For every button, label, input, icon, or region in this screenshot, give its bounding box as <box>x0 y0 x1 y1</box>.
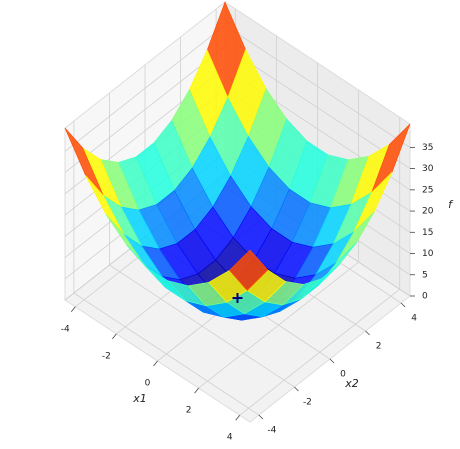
x-axis-label: x1 <box>132 392 147 405</box>
tick-mark <box>112 333 117 340</box>
tick-mark <box>235 414 241 421</box>
grid-line <box>109 264 295 388</box>
x-tick-label: 0 <box>145 379 151 389</box>
tick-mark <box>365 330 370 336</box>
z-tick-label: 30 <box>422 164 434 174</box>
z-tick-label: 35 <box>422 143 433 153</box>
grid-line <box>224 46 411 169</box>
x-tick-label: -4 <box>61 324 70 334</box>
surface-patch <box>228 249 269 291</box>
tick-mark <box>70 306 76 313</box>
y-tick-label: 0 <box>340 370 346 380</box>
z-tick-label: 10 <box>422 249 434 259</box>
surface <box>64 1 411 321</box>
grid-line <box>224 25 411 148</box>
tick-mark <box>329 358 335 364</box>
z-axis-label: f <box>448 198 454 211</box>
tick-mark <box>153 360 158 367</box>
z-tick-label: 20 <box>422 207 434 217</box>
x-tick-label: 2 <box>186 406 192 416</box>
z-tick-label: 5 <box>422 270 428 280</box>
grid-line <box>64 25 226 152</box>
z-tick-label: 15 <box>422 228 433 238</box>
x-tick-label: -2 <box>102 351 111 361</box>
x-tick-label: 4 <box>227 433 233 443</box>
y-tick-label: 2 <box>376 342 382 352</box>
tick-mark <box>400 302 406 308</box>
y-tick-label: 4 <box>411 314 417 324</box>
grid-line <box>73 292 260 416</box>
tick-mark <box>258 414 264 420</box>
y-tick-label: -4 <box>267 426 276 436</box>
z-tick-label: 0 <box>422 292 428 302</box>
y-axis-label: x2 <box>344 377 359 390</box>
grid-line <box>64 46 226 173</box>
tick-mark <box>294 386 299 392</box>
tick-mark <box>194 387 199 394</box>
minimum-marker <box>232 293 243 303</box>
z-tick-label: 25 <box>422 185 433 195</box>
y-tick-label: -2 <box>303 398 312 408</box>
